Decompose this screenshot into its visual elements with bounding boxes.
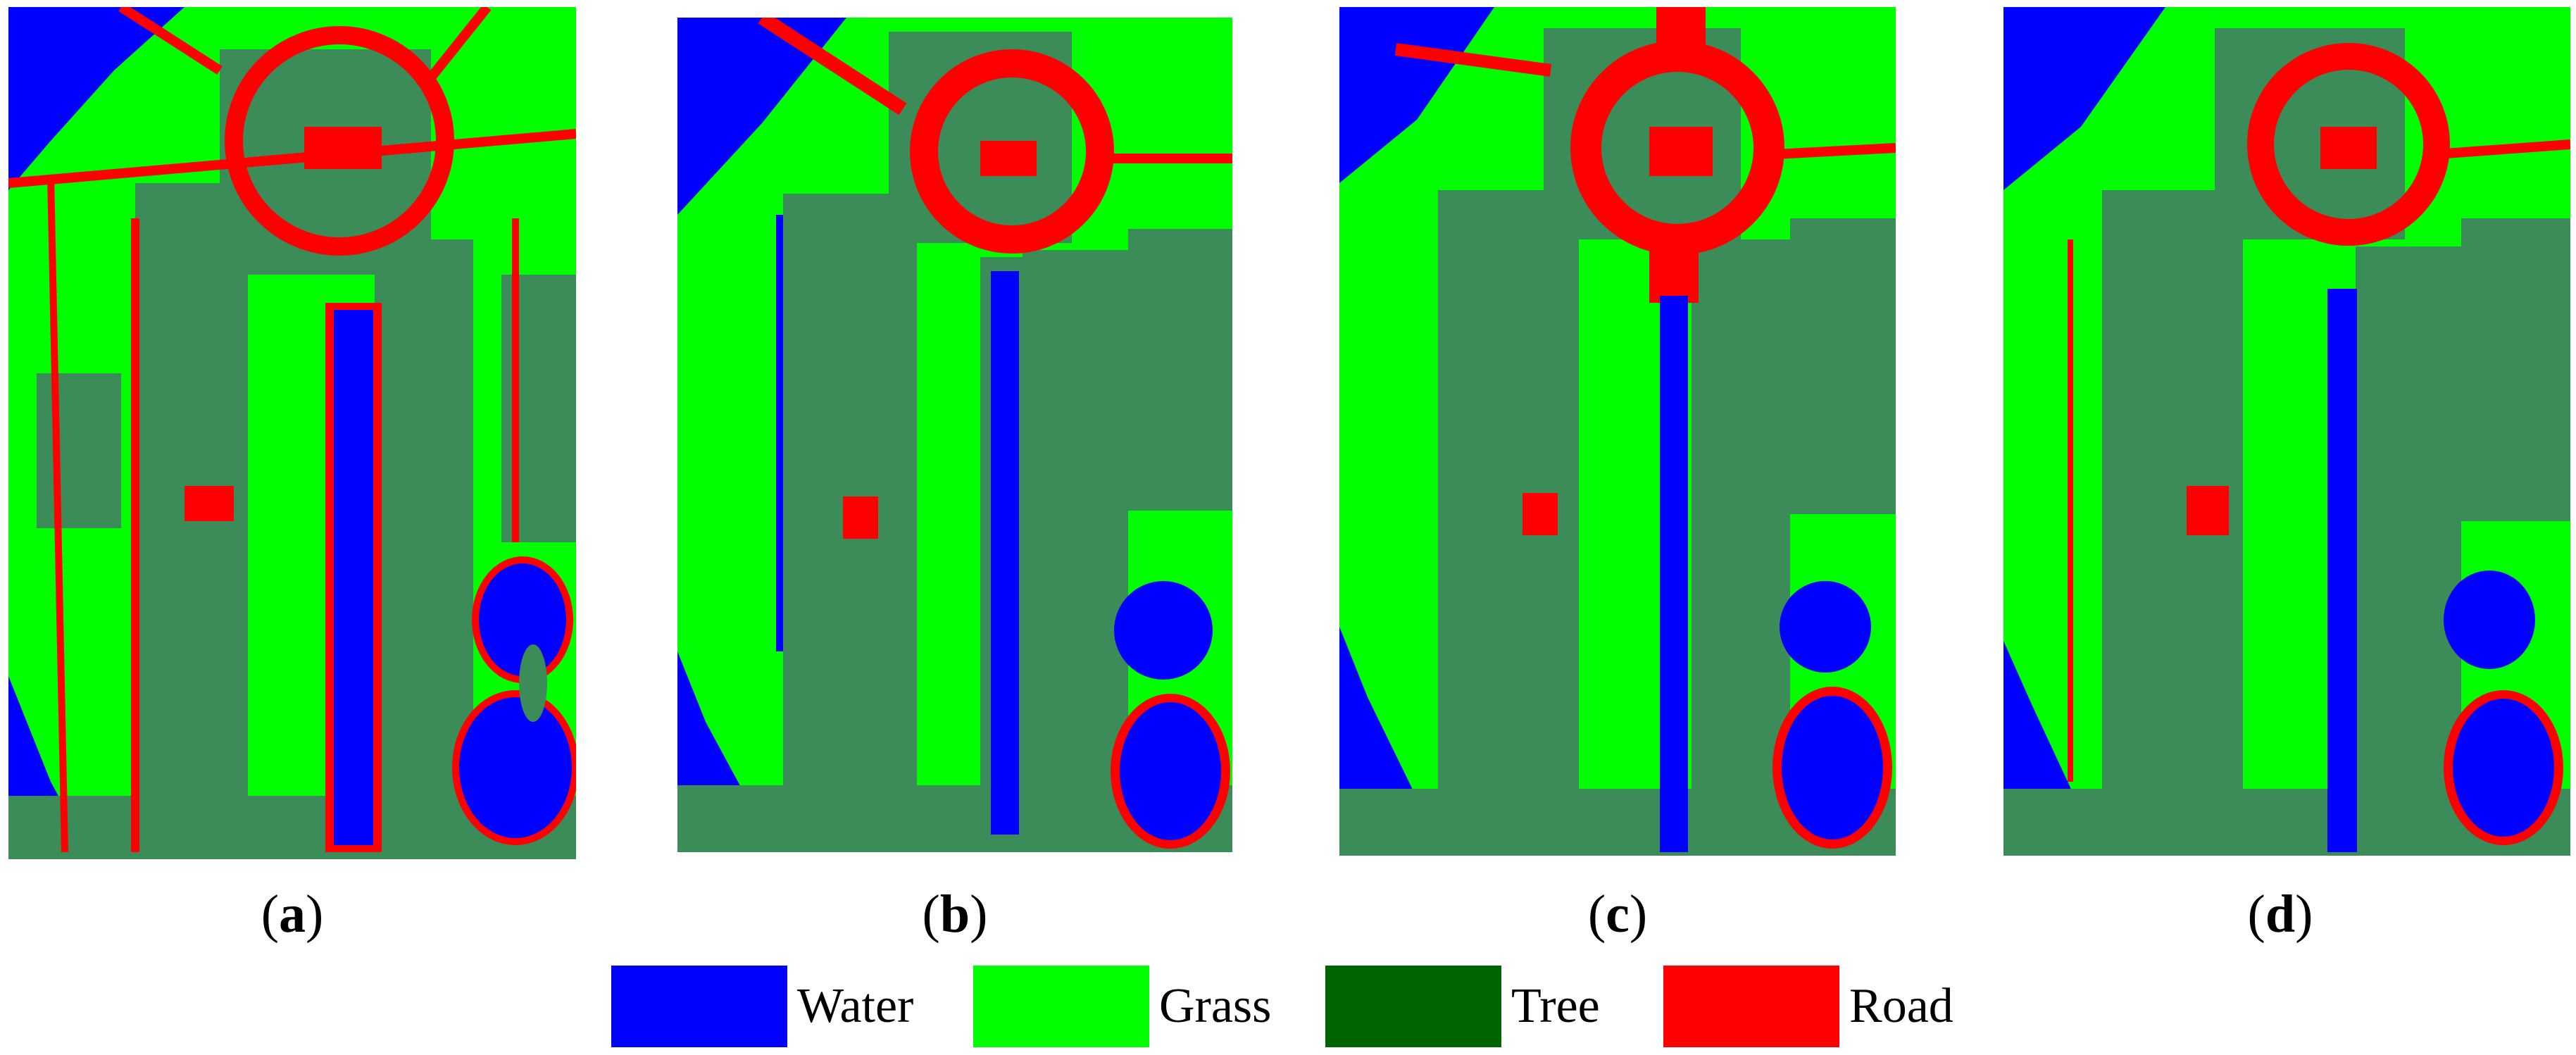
legend: Water Grass Tree Road [0, 961, 2576, 1051]
caption-b: (b) [922, 885, 988, 944]
panel-a [8, 7, 576, 859]
legend-label-tree: Tree [1511, 979, 1600, 1033]
legend-item-grass: Grass [973, 961, 1271, 1051]
panel-d [2003, 7, 2570, 856]
caption-d-letter: d [2265, 885, 2296, 944]
caption-c: (c) [1587, 885, 1648, 944]
caption-a: (a) [261, 885, 324, 944]
panel-c [1339, 7, 1896, 856]
legend-swatch-grass [973, 966, 1149, 1047]
panel-b [677, 18, 1232, 852]
classification-map-d [2003, 7, 2570, 856]
legend-label-grass: Grass [1159, 979, 1272, 1033]
classification-map-c [1339, 7, 1896, 856]
legend-label-road: Road [1849, 979, 1953, 1033]
caption-d: (d) [2247, 885, 2313, 944]
legend-item-water: Water [611, 961, 913, 1051]
legend-swatch-water [611, 966, 787, 1047]
legend-item-road: Road [1663, 961, 1953, 1051]
caption-c-letter: c [1606, 885, 1630, 944]
classification-map-a [8, 7, 576, 859]
legend-item-tree: Tree [1325, 961, 1600, 1051]
legend-swatch-road [1663, 966, 1839, 1047]
caption-a-letter: a [279, 885, 306, 944]
legend-swatch-tree [1325, 966, 1501, 1047]
classification-map-b [677, 18, 1232, 852]
legend-label-water: Water [797, 979, 914, 1033]
caption-b-letter: b [939, 885, 970, 944]
